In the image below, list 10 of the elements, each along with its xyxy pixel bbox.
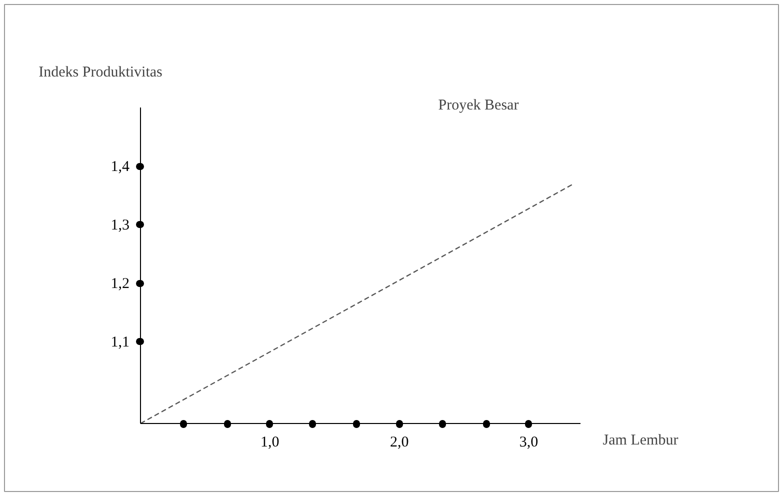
- y-tick-label: 1,1: [110, 334, 130, 351]
- x-axis-title: Jam Lembur: [602, 432, 678, 448]
- y-tick-label: 1,3: [110, 218, 130, 234]
- x-tick-label: 3,0: [519, 434, 538, 450]
- x-tick-label: 1,0: [260, 434, 280, 450]
- y-tick-label: 1,4: [110, 159, 130, 176]
- x-tick-label: 2,0: [390, 434, 409, 450]
- y-axis-title: Indeks Produktivitas: [38, 64, 163, 80]
- y-tick-label: 1,2: [110, 276, 130, 292]
- chart-title: Proyek Besar: [438, 98, 519, 114]
